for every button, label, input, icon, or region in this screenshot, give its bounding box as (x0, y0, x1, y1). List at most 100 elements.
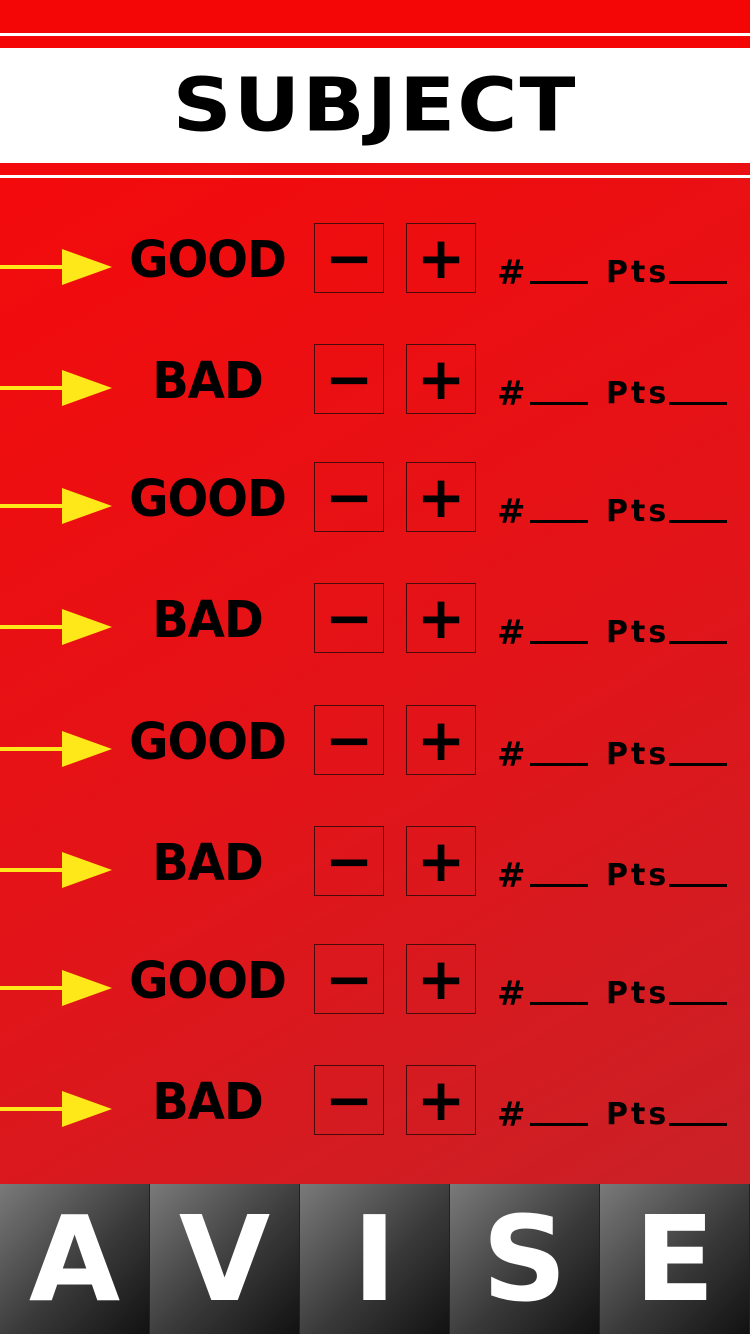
decrement-button[interactable]: − (314, 944, 384, 1014)
count-label: # (497, 374, 526, 414)
points-blank (669, 735, 728, 766)
header-divider (0, 175, 750, 178)
count-blank (529, 856, 588, 887)
count-label: # (497, 1095, 526, 1135)
score-row: GOOD − + # Pts (0, 462, 750, 542)
count-label: # (497, 613, 526, 653)
score-row: GOOD − + # Pts (0, 944, 750, 1024)
title-bar: SUBJECT (0, 48, 750, 163)
points-blank (669, 974, 728, 1005)
points-label: Pts (606, 255, 670, 290)
count-label: # (497, 974, 526, 1014)
page-title: SUBJECT (172, 62, 578, 149)
right-arrow-icon (0, 609, 112, 645)
count-label: # (497, 253, 526, 293)
brand-tile: V (150, 1184, 300, 1334)
points-blank (669, 253, 728, 284)
score-row: BAD − + # Pts (0, 826, 750, 906)
score-row: GOOD − + # Pts (0, 223, 750, 303)
row-label: GOOD (129, 712, 287, 772)
brand-letter: E (634, 1190, 715, 1328)
score-row: BAD − + # Pts (0, 1065, 750, 1145)
decrement-button[interactable]: − (314, 1065, 384, 1135)
points-label: Pts (606, 494, 670, 529)
points-blank (669, 856, 728, 887)
right-arrow-icon (0, 731, 112, 767)
row-label: BAD (152, 590, 264, 650)
count-field[interactable]: # (497, 856, 592, 896)
decrement-button[interactable]: − (314, 462, 384, 532)
row-label: GOOD (129, 469, 287, 529)
count-field[interactable]: # (497, 1095, 592, 1135)
brand-letter: V (178, 1190, 271, 1328)
points-blank (669, 1095, 728, 1126)
decrement-button[interactable]: − (314, 583, 384, 653)
points-label: Pts (606, 376, 670, 411)
points-field[interactable]: Pts (606, 735, 736, 775)
brand-letter: S (482, 1190, 567, 1328)
increment-button[interactable]: + (406, 223, 476, 293)
count-blank (529, 974, 588, 1005)
points-blank (669, 374, 728, 405)
points-blank (669, 613, 728, 644)
points-field[interactable]: Pts (606, 974, 736, 1014)
brand-letter: A (28, 1190, 121, 1328)
brand-letter: I (352, 1190, 397, 1328)
decrement-button[interactable]: − (314, 223, 384, 293)
points-field[interactable]: Pts (606, 1095, 736, 1135)
increment-button[interactable]: + (406, 705, 476, 775)
points-label: Pts (606, 737, 670, 772)
points-label: Pts (606, 1097, 670, 1132)
decrement-button[interactable]: − (314, 344, 384, 414)
increment-button[interactable]: + (406, 344, 476, 414)
points-label: Pts (606, 615, 670, 650)
count-blank (529, 492, 588, 523)
right-arrow-icon (0, 970, 112, 1006)
increment-button[interactable]: + (406, 826, 476, 896)
count-field[interactable]: # (497, 974, 592, 1014)
count-label: # (497, 856, 526, 896)
row-label: GOOD (129, 951, 287, 1011)
count-blank (529, 374, 588, 405)
points-label: Pts (606, 976, 670, 1011)
increment-button[interactable]: + (406, 462, 476, 532)
count-field[interactable]: # (497, 374, 592, 414)
brand-tile: E (600, 1184, 750, 1334)
brand-tile: A (0, 1184, 150, 1334)
row-label: BAD (152, 833, 264, 893)
right-arrow-icon (0, 370, 112, 406)
count-blank (529, 1095, 588, 1126)
top-divider (0, 33, 750, 36)
row-label: GOOD (129, 230, 287, 290)
count-field[interactable]: # (497, 735, 592, 775)
points-field[interactable]: Pts (606, 492, 736, 532)
increment-button[interactable]: + (406, 944, 476, 1014)
brand-tile: S (450, 1184, 600, 1334)
count-field[interactable]: # (497, 492, 592, 532)
score-row: BAD − + # Pts (0, 344, 750, 424)
count-blank (529, 253, 588, 284)
points-field[interactable]: Pts (606, 613, 736, 653)
score-row: GOOD − + # Pts (0, 705, 750, 785)
right-arrow-icon (0, 1091, 112, 1127)
brand-tile: I (300, 1184, 450, 1334)
right-arrow-icon (0, 852, 112, 888)
count-blank (529, 613, 588, 644)
count-blank (529, 735, 588, 766)
count-label: # (497, 735, 526, 775)
count-field[interactable]: # (497, 253, 592, 293)
count-field[interactable]: # (497, 613, 592, 653)
right-arrow-icon (0, 488, 112, 524)
increment-button[interactable]: + (406, 1065, 476, 1135)
points-field[interactable]: Pts (606, 374, 736, 414)
score-panel: GOOD − + # Pts BAD − + # Pts GOOD − + # … (0, 163, 750, 1184)
top-banner (0, 0, 750, 48)
points-label: Pts (606, 858, 670, 893)
decrement-button[interactable]: − (314, 826, 384, 896)
points-field[interactable]: Pts (606, 253, 736, 293)
decrement-button[interactable]: − (314, 705, 384, 775)
score-row: BAD − + # Pts (0, 583, 750, 663)
row-label: BAD (152, 1072, 264, 1132)
increment-button[interactable]: + (406, 583, 476, 653)
points-field[interactable]: Pts (606, 856, 736, 896)
